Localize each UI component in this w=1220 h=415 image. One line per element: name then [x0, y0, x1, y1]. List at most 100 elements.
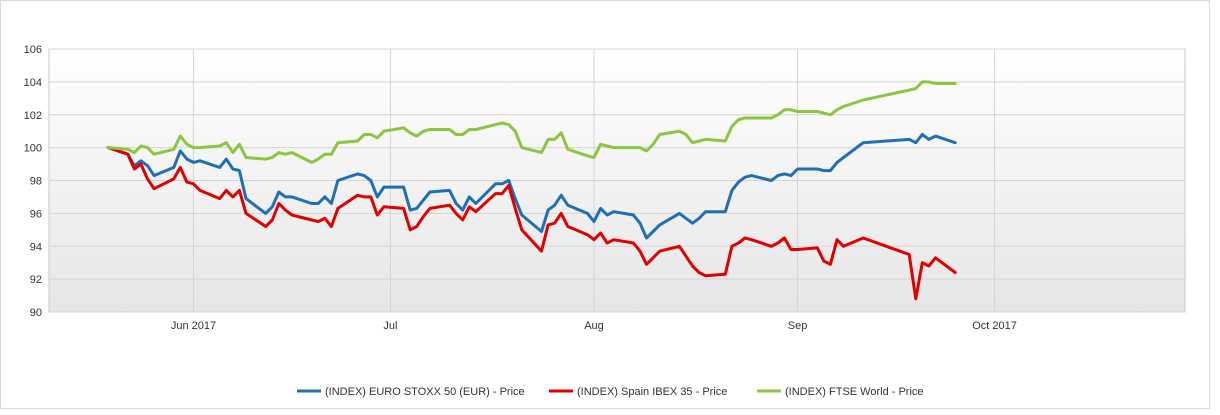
data-point: [317, 202, 320, 205]
data-point: [823, 112, 825, 114]
data-point: [750, 174, 753, 177]
grid: [49, 48, 1185, 313]
data-point: [409, 209, 412, 211]
data-point: [560, 194, 562, 197]
data-point: [691, 141, 694, 144]
data-point: [704, 275, 707, 277]
data-point: [501, 192, 503, 195]
data-point: [639, 222, 641, 224]
data-point: [915, 298, 917, 300]
data-point: [606, 242, 608, 244]
data-point: [383, 206, 385, 208]
data-point: [547, 224, 549, 226]
data-point: [284, 209, 287, 211]
data-point: [153, 174, 155, 177]
data-point: [678, 130, 681, 132]
y-tick-label: 104: [24, 77, 42, 89]
data-point: [140, 160, 142, 162]
data-point: [744, 237, 746, 239]
data-point: [324, 153, 326, 155]
data-point: [928, 81, 930, 83]
x-tick-label: Sep: [788, 320, 808, 332]
data-point: [232, 168, 234, 170]
data-point: [291, 196, 293, 198]
y-tick-label: 102: [24, 110, 42, 122]
data-point: [291, 214, 293, 216]
data-point: [783, 173, 786, 175]
data-point: [324, 196, 326, 198]
data-point: [796, 168, 799, 170]
data-point: [225, 141, 228, 144]
data-point: [954, 82, 956, 85]
data-point: [908, 89, 910, 91]
data-point: [199, 189, 201, 192]
data-point: [264, 225, 267, 228]
y-tick-label: 90: [30, 307, 42, 319]
data-point: [928, 265, 930, 267]
data-point: [107, 146, 109, 149]
data-point: [724, 140, 727, 142]
data-point: [429, 191, 431, 193]
data-point: [461, 209, 464, 211]
data-point: [731, 245, 733, 248]
data-point: [429, 207, 431, 210]
data-point: [547, 138, 549, 141]
data-point: [599, 232, 602, 234]
y-tick-label: 96: [30, 208, 42, 220]
data-point: [475, 210, 477, 213]
data-point: [829, 263, 832, 266]
data-point: [514, 130, 516, 132]
data-point: [232, 151, 234, 154]
data-point: [553, 222, 556, 224]
data-point: [245, 212, 247, 215]
y-tick-label: 94: [30, 241, 42, 253]
data-point: [777, 242, 779, 244]
data-point: [501, 183, 503, 185]
data-point: [415, 207, 418, 210]
data-point: [934, 135, 937, 137]
data-point: [678, 245, 681, 248]
data-point: [823, 260, 825, 262]
data-point: [468, 206, 471, 208]
data-point: [173, 178, 175, 180]
data-point: [606, 214, 608, 216]
data-point: [140, 145, 142, 147]
data-point: [127, 148, 129, 151]
data-point: [415, 225, 418, 228]
legend-item[interactable]: (INDEX) Spain IBEX 35 - Price: [549, 386, 727, 398]
data-point: [173, 148, 175, 151]
data-point: [278, 191, 280, 193]
data-point: [245, 156, 247, 159]
series-line: [106, 133, 957, 240]
data-point: [337, 207, 339, 210]
data-point: [468, 196, 471, 198]
data-point: [836, 161, 838, 164]
legend-item[interactable]: (INDEX) EURO STOXX 50 (EUR) - Price: [297, 386, 525, 398]
data-point: [770, 179, 773, 182]
data-point: [245, 197, 247, 200]
data-point: [593, 238, 595, 241]
data-point: [698, 140, 700, 142]
data-point: [179, 150, 182, 152]
data-point: [218, 166, 221, 169]
data-point: [317, 220, 320, 223]
data-point: [586, 155, 589, 157]
data-point: [238, 143, 241, 146]
data-point: [218, 197, 221, 200]
data-point: [632, 214, 635, 216]
data-point: [908, 138, 910, 141]
chart-panel: 90 92 94 96 98 100 102 104 106 Jun 2017 Jul Aug Sep…: [0, 0, 1210, 409]
data-point: [632, 146, 635, 149]
data-point: [146, 146, 149, 149]
data-point: [553, 138, 556, 141]
data-point: [238, 169, 241, 172]
data-point: [685, 217, 687, 220]
data-point: [567, 148, 569, 151]
data-point: [278, 202, 280, 205]
data-point: [915, 141, 917, 144]
data-point: [599, 207, 602, 210]
data-point: [448, 204, 451, 206]
data-point: [842, 245, 845, 248]
legend-item[interactable]: (INDEX) FTSE World - Price: [757, 386, 924, 398]
line-chart: 90 92 94 96 98 100 102 104 106 Jun 2017 Jul Aug Sep…: [24, 44, 1186, 398]
